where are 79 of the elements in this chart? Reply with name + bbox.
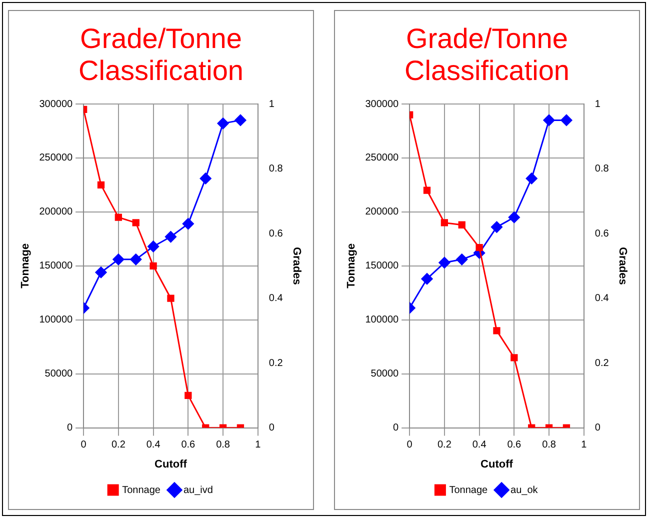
point — [132, 219, 140, 226]
y2-tick-label: 0.6 — [268, 228, 284, 240]
x-tick-label: 0 — [80, 440, 87, 451]
point — [148, 240, 160, 252]
y-tick-label: 150000 — [365, 260, 399, 272]
point — [510, 354, 518, 362]
x-tick-label: 0.2 — [111, 440, 126, 451]
point — [150, 262, 157, 270]
x-tick-label: 0.8 — [216, 440, 230, 451]
chart-title: Grade/Tonne Classification — [404, 23, 570, 87]
x-tick-label: 1 — [255, 440, 262, 451]
y-tick-label: 250000 — [39, 152, 73, 164]
y2-tick-label: 0.2 — [594, 358, 610, 369]
y-tick-label: 300000 — [39, 98, 73, 110]
point — [184, 392, 192, 399]
point — [421, 273, 433, 285]
point — [526, 172, 538, 184]
y2-tick-label: 0 — [594, 422, 601, 434]
x-tick-label: 0.8 — [542, 440, 556, 451]
y-tick-label: 200000 — [39, 206, 73, 218]
point — [458, 221, 466, 228]
x-tick-label: 0.6 — [507, 440, 522, 451]
y-tick-label: 0 — [67, 422, 74, 434]
point — [438, 256, 450, 268]
x-tick-label: 0.6 — [181, 440, 196, 451]
point — [164, 231, 176, 243]
point — [200, 172, 212, 184]
y2-tick-label: 0.8 — [268, 164, 284, 175]
x-tick-label: 0 — [406, 440, 413, 451]
x-axis-title: Cutoff — [154, 458, 188, 470]
legend-label: au_ivd — [183, 484, 213, 496]
point — [508, 212, 520, 224]
chart-title: Grade/Tonne Classification — [78, 23, 244, 87]
point — [130, 254, 142, 266]
y-tick-label: 0 — [393, 422, 400, 434]
point — [456, 254, 468, 266]
y2-tick-label: 1 — [594, 98, 601, 110]
point — [490, 221, 502, 233]
y2-tick-label: 0.8 — [594, 164, 610, 175]
x-tick-label: 0.4 — [146, 440, 161, 451]
y-tick-label: 150000 — [39, 260, 73, 272]
x-tick-label: 0.2 — [437, 440, 452, 451]
y2-axis-title: Grades — [290, 246, 302, 285]
point — [217, 118, 229, 130]
y2-tick-label: 0.6 — [594, 228, 610, 240]
point — [476, 244, 483, 252]
legend-label: Tonnage — [449, 484, 488, 496]
point — [112, 254, 124, 266]
y-tick-label: 200000 — [365, 206, 399, 218]
x-tick-label: 1 — [581, 440, 588, 451]
point — [493, 327, 500, 334]
y-axis-title: Tonnage — [20, 243, 32, 288]
y2-axis-title: Grades — [616, 246, 628, 285]
x-axis-title: Cutoff — [480, 458, 514, 470]
point — [182, 218, 194, 230]
point — [95, 266, 107, 278]
point — [167, 294, 174, 302]
point — [234, 114, 246, 126]
point — [97, 181, 105, 189]
y-tick-label: 50000 — [44, 368, 74, 380]
point — [543, 114, 555, 126]
y2-tick-label: 0.4 — [268, 293, 284, 304]
y2-tick-label: 0.2 — [268, 358, 284, 369]
point — [560, 114, 572, 126]
y2-tick-label: 0 — [268, 422, 275, 434]
legend-label: Tonnage — [122, 484, 161, 496]
point — [423, 186, 431, 194]
point — [114, 214, 122, 221]
y2-tick-label: 1 — [268, 98, 275, 110]
y-tick-label: 100000 — [365, 314, 399, 326]
legend-label: au_ok — [510, 484, 539, 496]
y-axis-title: Tonnage — [346, 243, 358, 288]
y-tick-label: 50000 — [370, 368, 400, 380]
point — [440, 219, 448, 226]
y-tick-label: 300000 — [365, 98, 399, 110]
y2-tick-label: 0.4 — [594, 293, 610, 304]
y-tick-label: 250000 — [365, 152, 399, 164]
y-tick-label: 100000 — [39, 314, 73, 326]
x-tick-label: 0.4 — [472, 440, 487, 451]
